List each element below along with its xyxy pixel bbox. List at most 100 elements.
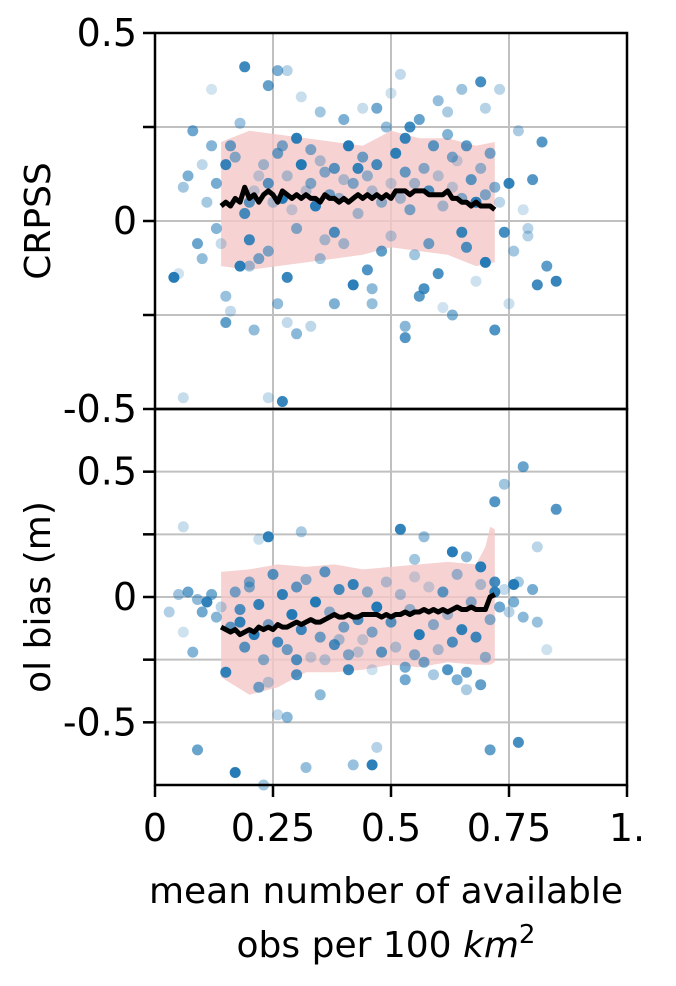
crpss-point-48 bbox=[413, 114, 425, 125]
crpss-point-133 bbox=[281, 317, 293, 328]
bias-panel: -0.5 0 0.5 0 0.25 0.5 0.75 1. ol bias (m) mean… bbox=[18, 407, 645, 966]
crpss-point-107 bbox=[536, 136, 548, 148]
bias-point-28 bbox=[300, 574, 312, 585]
bias-point-105 bbox=[409, 649, 421, 661]
bias-points bbox=[163, 461, 562, 791]
bias-point-91 bbox=[366, 664, 378, 676]
crpss-point-105 bbox=[522, 223, 534, 234]
bias-point-94 bbox=[418, 531, 430, 543]
crpss-point-70 bbox=[361, 264, 373, 276]
crpss-point-145 bbox=[220, 317, 232, 328]
crpss-mean-path bbox=[219, 184, 497, 212]
crpss-point-139 bbox=[418, 283, 430, 295]
bias-point-24 bbox=[281, 644, 293, 656]
crpss-point-14 bbox=[253, 253, 265, 265]
bias-point-35 bbox=[333, 584, 345, 595]
bias-point-31 bbox=[314, 631, 326, 643]
crpss-point-58 bbox=[461, 140, 472, 152]
crpss-point-39 bbox=[371, 159, 383, 171]
crpss-point-96 bbox=[305, 144, 317, 156]
bias-point-119 bbox=[512, 736, 524, 748]
bias-point-80 bbox=[243, 581, 255, 593]
bias-mean-path bbox=[219, 592, 496, 638]
crpss-point-33 bbox=[343, 140, 354, 152]
crpss-point-78 bbox=[328, 226, 340, 238]
crpss-point-77 bbox=[281, 271, 293, 283]
crpss-point-103 bbox=[508, 245, 520, 257]
crpss-point-141 bbox=[489, 324, 501, 336]
bias-point-108 bbox=[319, 654, 331, 666]
bias-point-88 bbox=[262, 676, 274, 688]
bias-point-4 bbox=[187, 646, 199, 658]
bias-point-67 bbox=[484, 614, 496, 626]
crpss-point-22 bbox=[291, 132, 303, 144]
bias-point-55 bbox=[428, 619, 439, 631]
crpss-point-27 bbox=[314, 155, 326, 167]
bias-point-42 bbox=[366, 626, 378, 638]
crpss-point-3 bbox=[201, 196, 213, 208]
bias-point-90 bbox=[343, 664, 354, 676]
crpss-point-104 bbox=[517, 204, 529, 216]
crpss-point-131 bbox=[206, 83, 218, 95]
bias-point-45 bbox=[380, 576, 392, 588]
crpss-point-82 bbox=[220, 290, 232, 302]
bias-ytick-label-0: -0.5 bbox=[63, 700, 137, 744]
crpss-point-75 bbox=[479, 256, 491, 268]
bias-point-51 bbox=[409, 571, 421, 583]
crpss-point-151 bbox=[177, 392, 189, 404]
crpss-point-16 bbox=[262, 177, 274, 189]
crpss-point-61 bbox=[475, 162, 487, 174]
bias-point-57 bbox=[437, 586, 449, 598]
crpss-point-150 bbox=[225, 305, 236, 317]
bias-xtick-label-4: 1. bbox=[609, 806, 645, 850]
bias-point-5 bbox=[192, 594, 203, 605]
bias-point-40 bbox=[357, 634, 369, 646]
crpss-point-4 bbox=[206, 140, 218, 152]
bias-point-124 bbox=[550, 503, 562, 515]
crpss-point-110 bbox=[512, 125, 524, 137]
bias-ytick-label-4: 0.5 bbox=[77, 450, 137, 494]
crpss-point-46 bbox=[404, 204, 416, 216]
bias-point-32 bbox=[319, 566, 331, 578]
crpss-point-108 bbox=[541, 260, 553, 272]
crpss-point-64 bbox=[489, 181, 501, 193]
bias-point-70 bbox=[498, 584, 510, 595]
crpss-point-127 bbox=[456, 83, 468, 95]
bias-point-53 bbox=[418, 656, 430, 668]
bias-point-14 bbox=[234, 616, 246, 628]
crpss-point-32 bbox=[338, 174, 350, 186]
crpss-point-92 bbox=[192, 238, 203, 250]
bias-point-13 bbox=[229, 586, 241, 598]
crpss-point-140 bbox=[446, 309, 458, 321]
crpss-point-101 bbox=[498, 226, 510, 238]
crpss-point-5 bbox=[210, 177, 222, 189]
crpss-point-137 bbox=[399, 320, 411, 332]
crpss-point-138 bbox=[437, 302, 449, 313]
crpss-point-7 bbox=[220, 159, 232, 171]
crpss-point-62 bbox=[479, 189, 491, 201]
crpss-point-34 bbox=[347, 177, 359, 189]
crpss-point-125 bbox=[432, 95, 444, 107]
crpss-point-20 bbox=[281, 170, 293, 182]
bias-point-104 bbox=[489, 576, 501, 588]
crpss-point-87 bbox=[461, 241, 472, 253]
bias-point-38 bbox=[347, 579, 359, 590]
crpss-point-69 bbox=[338, 238, 350, 250]
bias-point-82 bbox=[262, 531, 274, 543]
bias-point-106 bbox=[352, 646, 364, 658]
crpss-point-116 bbox=[371, 102, 383, 114]
crpss-point-111 bbox=[531, 279, 543, 291]
bias-point-93 bbox=[409, 553, 421, 565]
crpss-point-52 bbox=[432, 170, 444, 182]
bias-point-19 bbox=[258, 654, 270, 666]
bias-point-29 bbox=[305, 651, 317, 663]
crpss-point-130 bbox=[479, 102, 491, 114]
crpss-point-143 bbox=[347, 279, 359, 291]
bias-point-49 bbox=[399, 661, 411, 673]
bias-point-114 bbox=[347, 759, 359, 771]
bias-point-8 bbox=[206, 589, 218, 600]
crpss-point-6 bbox=[215, 238, 227, 250]
bias-point-125 bbox=[508, 579, 520, 590]
crpss-point-83 bbox=[272, 298, 284, 310]
crpss-point-90 bbox=[173, 268, 185, 280]
